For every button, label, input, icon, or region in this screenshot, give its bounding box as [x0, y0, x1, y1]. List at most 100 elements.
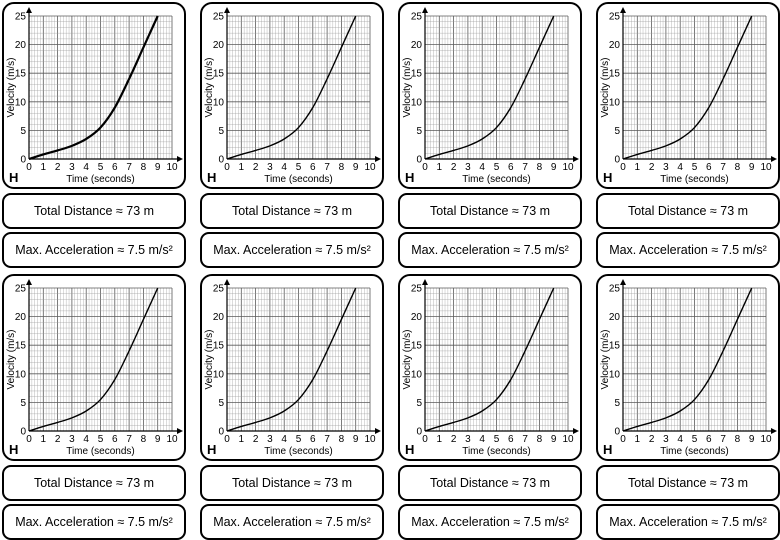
total-distance-answer: Total Distance ≈ 73 m	[2, 193, 186, 229]
difficulty-level-label: H	[9, 442, 18, 457]
x-tick-label: 2	[55, 162, 61, 173]
x-tick-label: 3	[267, 434, 273, 445]
y-tick-label: 25	[609, 284, 621, 295]
x-tick-label: 1	[635, 162, 641, 173]
x-tick-label: 6	[706, 434, 712, 445]
velocity-curve	[622, 15, 753, 160]
y-tick-label: 20	[411, 312, 423, 323]
difficulty-level-label: H	[603, 170, 612, 185]
x-axis-arrow-icon	[375, 428, 381, 434]
x-tick-label: 5	[296, 162, 302, 173]
x-axis-label: Time (seconds)	[66, 174, 135, 185]
max-acceleration-answer: Max. Acceleration ≈ 7.5 m/s²	[596, 504, 780, 540]
x-tick-label: 8	[339, 162, 345, 173]
max-acceleration-answer: Max. Acceleration ≈ 7.5 m/s²	[2, 504, 186, 540]
y-tick-label: 25	[411, 12, 423, 23]
y-tick-label: 15	[15, 69, 27, 80]
x-tick-label: 4	[281, 162, 287, 173]
x-tick-label: 1	[239, 162, 245, 173]
x-tick-label: 1	[41, 162, 47, 173]
x-tick-label: 4	[83, 162, 89, 173]
difficulty-level-label: H	[207, 170, 216, 185]
x-tick-label: 7	[324, 434, 330, 445]
velocity-time-graph-card: 0 1 2 3 4 5 6 7 8 9 10 0 5 10 15 20 25 Time (seconds) Velo…	[398, 274, 582, 461]
x-tick-label: 0	[224, 434, 230, 445]
x-tick-label: 3	[663, 162, 669, 173]
max-acceleration-answer: Max. Acceleration ≈ 7.5 m/s²	[398, 232, 582, 268]
x-tick-label: 7	[126, 162, 132, 173]
difficulty-level-label: H	[405, 442, 414, 457]
y-axis-label: Velocity (m/s)	[204, 57, 215, 117]
x-axis-arrow-icon	[771, 156, 777, 162]
x-tick-label: 8	[141, 434, 147, 445]
y-axis-arrow-icon	[224, 7, 230, 13]
y-tick-label: 10	[411, 369, 423, 380]
y-tick-label: 5	[416, 398, 422, 409]
y-tick-label: 20	[213, 40, 225, 51]
velocity-time-graph-card: 0 1 2 3 4 5 6 7 8 9 10 0 5 10 15 20 25 Time (seconds) Velo…	[200, 274, 384, 461]
y-tick-label: 0	[614, 155, 620, 166]
x-tick-label: 10	[562, 162, 574, 173]
y-tick-label: 10	[15, 97, 27, 108]
x-tick-label: 8	[141, 162, 147, 173]
y-tick-label: 5	[218, 126, 224, 137]
x-axis-label: Time (seconds)	[660, 174, 729, 185]
x-tick-label: 6	[310, 162, 316, 173]
y-axis-label: Velocity (m/s)	[600, 329, 611, 389]
y-tick-label: 15	[609, 69, 621, 80]
x-tick-label: 5	[692, 162, 698, 173]
x-tick-label: 5	[692, 434, 698, 445]
x-tick-label: 0	[620, 434, 626, 445]
x-axis-arrow-icon	[573, 428, 579, 434]
x-tick-label: 5	[98, 162, 104, 173]
max-acceleration-answer: Max. Acceleration ≈ 7.5 m/s²	[200, 504, 384, 540]
y-axis-label: Velocity (m/s)	[402, 57, 413, 117]
x-tick-label: 2	[451, 162, 457, 173]
y-tick-label: 0	[218, 155, 224, 166]
y-tick-label: 25	[15, 12, 27, 23]
x-tick-label: 2	[649, 162, 655, 173]
velocity-curve	[424, 287, 555, 432]
x-tick-label: 4	[83, 434, 89, 445]
y-axis-label: Velocity (m/s)	[204, 329, 215, 389]
x-axis-arrow-icon	[771, 428, 777, 434]
x-tick-label: 0	[26, 162, 32, 173]
x-tick-label: 0	[422, 434, 428, 445]
x-axis-arrow-icon	[375, 156, 381, 162]
x-axis-arrow-icon	[573, 156, 579, 162]
x-tick-label: 4	[677, 434, 683, 445]
difficulty-level-label: H	[9, 170, 18, 185]
x-tick-label: 6	[112, 434, 118, 445]
total-distance-answer: Total Distance ≈ 73 m	[200, 465, 384, 501]
x-tick-label: 0	[26, 434, 32, 445]
y-tick-label: 0	[20, 155, 26, 166]
x-tick-label: 10	[364, 434, 376, 445]
y-axis-label: Velocity (m/s)	[6, 57, 17, 117]
y-axis-arrow-icon	[422, 7, 428, 13]
x-tick-label: 7	[522, 162, 528, 173]
y-tick-label: 20	[411, 40, 423, 51]
y-tick-label: 20	[609, 40, 621, 51]
y-tick-label: 0	[416, 155, 422, 166]
total-distance-answer: Total Distance ≈ 73 m	[2, 465, 186, 501]
difficulty-level-label: H	[405, 170, 414, 185]
x-tick-label: 6	[508, 162, 514, 173]
x-tick-label: 4	[479, 162, 485, 173]
velocity-time-graph-card: 0 1 2 3 4 5 6 7 8 9 10 0 5 10 15 20 25 Time (seconds) Velo…	[596, 274, 780, 461]
y-tick-label: 25	[15, 284, 27, 295]
x-axis-label: Time (seconds)	[462, 174, 531, 185]
y-tick-label: 25	[213, 12, 225, 23]
x-tick-label: 7	[324, 162, 330, 173]
y-axis-arrow-icon	[26, 279, 32, 285]
x-axis-label: Time (seconds)	[66, 446, 135, 457]
x-tick-label: 5	[98, 434, 104, 445]
x-tick-label: 3	[267, 162, 273, 173]
x-tick-label: 9	[353, 434, 359, 445]
total-distance-answer: Total Distance ≈ 73 m	[398, 193, 582, 229]
y-axis-label: Velocity (m/s)	[6, 329, 17, 389]
